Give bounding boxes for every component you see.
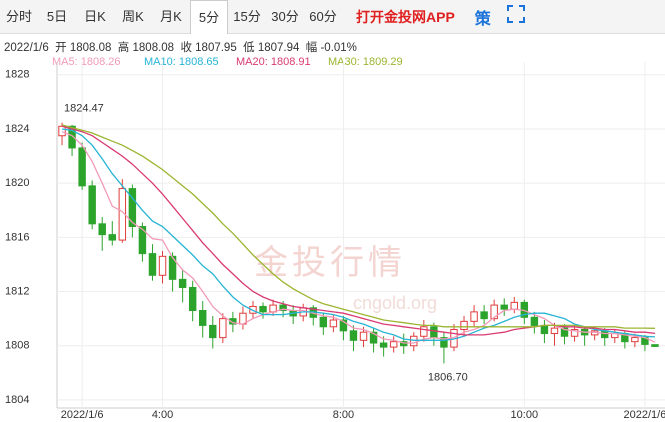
candle-body (168, 255, 177, 280)
fullscreen-icon (506, 5, 525, 23)
candle-body (88, 185, 96, 225)
candle-body (78, 147, 86, 187)
candle-body (410, 335, 418, 347)
fullscreen-button[interactable] (506, 5, 525, 28)
candle-body (178, 278, 187, 288)
x-tick-label: 4:00 (152, 409, 173, 421)
legend-entry: MA30: 1809.29 (328, 56, 403, 68)
min-label: 1806.70 (428, 371, 468, 383)
candle-body (379, 342, 388, 348)
candle-body (460, 320, 468, 330)
candle-body (259, 305, 267, 313)
tab[interactable]: 月K (160, 9, 182, 24)
candle-body (560, 327, 569, 337)
candle-body (229, 318, 237, 325)
candle-body (279, 304, 287, 312)
candle-body (631, 337, 639, 343)
strategy-button[interactable]: 策 (474, 10, 491, 28)
y-tick-label: 1820 (5, 177, 29, 189)
tab[interactable]: 15分 (233, 9, 261, 24)
y-tick-label: 1816 (5, 231, 29, 243)
ma-line (61, 128, 656, 341)
candle-body (389, 341, 398, 348)
candle-body (570, 328, 579, 337)
x-tick-label: 2022/1/6 (624, 409, 665, 421)
y-tick-label: 1808 (5, 340, 29, 352)
candle-body (510, 301, 518, 310)
candle-body (209, 324, 217, 339)
app-link[interactable]: 打开金投网APP (356, 8, 455, 25)
quote-info: 2022/1/6 开 1808.08 高 1808.08 收 1807.95 低… (4, 42, 357, 54)
candle-body (430, 326, 438, 339)
candle-body (420, 326, 428, 337)
y-tick-label: 1804 (5, 394, 29, 406)
candle-body (138, 226, 147, 255)
candle-body (601, 330, 609, 339)
candle-body (470, 311, 478, 322)
tab[interactable]: 30分 (271, 9, 299, 24)
candle-body (550, 327, 559, 335)
x-tick-label: 10:00 (511, 409, 539, 421)
y-tick-label: 1828 (5, 69, 29, 81)
tab[interactable]: 周K (122, 9, 144, 24)
x-tick-label: 8:00 (333, 409, 354, 421)
candle-body (349, 330, 358, 341)
candle-body (148, 253, 157, 276)
candle-body (540, 324, 549, 335)
legend-entry: MA5: 1808.26 (52, 56, 121, 68)
candle-body (319, 316, 328, 328)
tab-bar: 分时 5日 日K 周K 月K 5分 15分 30分 60分 打开金投网APP 策 (0, 0, 665, 34)
candle-body (58, 125, 66, 137)
tab[interactable]: 60分 (309, 9, 337, 24)
x-tick-label: 2022/1/6 (61, 409, 104, 421)
candle-body (440, 337, 448, 348)
candle-body (500, 304, 508, 310)
candle-body (490, 304, 498, 320)
candle-body (359, 331, 368, 341)
watermark: 金投行情 (254, 244, 406, 282)
tab[interactable]: 5分 (190, 0, 228, 34)
candle-body (651, 344, 659, 347)
candle-body (199, 310, 207, 326)
candle-body (108, 234, 116, 241)
candle-body (400, 341, 408, 347)
candle-body (339, 319, 348, 332)
candle-body (530, 316, 539, 326)
tab[interactable]: 分时 (5, 9, 32, 24)
y-tick-label: 1824 (5, 123, 29, 135)
candle-body (128, 188, 137, 228)
candle-body (329, 319, 338, 328)
watermark-site: cngold.org (353, 293, 437, 313)
candle-body (369, 331, 378, 344)
legend-entry: MA20: 1808.91 (236, 56, 311, 68)
tab[interactable]: 5日 (46, 9, 68, 24)
candle-body (68, 125, 76, 149)
candle-body (219, 318, 227, 339)
candle-body (98, 223, 106, 236)
candle-body (480, 311, 488, 320)
tab[interactable]: 日K (84, 9, 106, 24)
candle-body (158, 255, 167, 276)
y-tick-label: 1812 (5, 285, 29, 297)
candle-body (188, 286, 197, 312)
ma-line (61, 124, 656, 329)
max-label: 1824.47 (64, 103, 104, 115)
legend-entry: MA10: 1808.65 (144, 56, 219, 68)
